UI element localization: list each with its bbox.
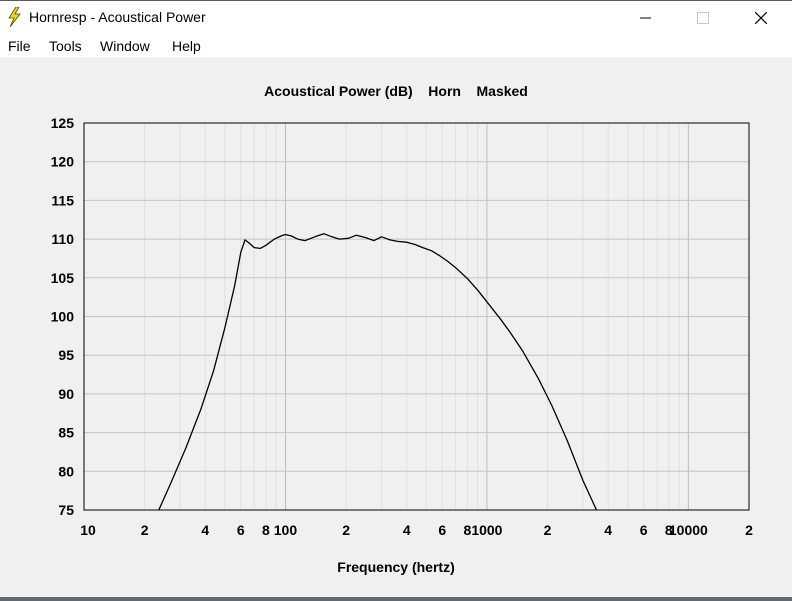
power-series-line: [158, 233, 598, 511]
maximize-icon: [697, 12, 709, 24]
x-axis-label: Frequency (hertz): [337, 559, 454, 575]
x-tick-label: 6: [438, 522, 446, 538]
chart-client-area: [0, 57, 792, 597]
y-tick-label: 125: [51, 115, 75, 131]
menu-help[interactable]: Help: [172, 38, 201, 54]
x-tick-label: 10: [80, 522, 96, 538]
horizontal-gridlines: [84, 161, 749, 472]
y-tick-label: 100: [51, 309, 75, 325]
close-icon: [755, 12, 767, 24]
plot-frame: [83, 122, 750, 511]
x-tick-label: 8: [262, 522, 270, 538]
window-bottom-border: [0, 597, 792, 601]
y-tick-label: 115: [51, 192, 74, 208]
y-tick-label: 75: [58, 502, 74, 518]
minimize-icon: [640, 17, 651, 19]
close-button[interactable]: [738, 1, 784, 34]
title-bar: Hornresp - Acoustical Power: [0, 0, 792, 34]
x-tick-label: 4: [201, 522, 209, 538]
x-tick-label: 2: [544, 522, 552, 538]
x-tick-label: 4: [403, 522, 411, 538]
y-tick-label: 90: [58, 386, 74, 402]
minimize-button[interactable]: [623, 1, 669, 34]
x-tick-label: 1000: [471, 522, 502, 538]
y-tick-label: 85: [58, 425, 74, 441]
menu-tools[interactable]: Tools: [49, 38, 82, 54]
y-tick-label: 105: [51, 270, 75, 286]
lightning-bolt-icon: [8, 7, 21, 27]
x-tick-label: 2: [745, 522, 753, 538]
y-tick-label: 95: [58, 347, 74, 363]
x-tick-label: 100: [274, 522, 298, 538]
chart-title: Acoustical Power (dB) Horn Masked: [264, 83, 528, 99]
x-tick-label: 2: [342, 522, 350, 538]
x-tick-label: 4: [604, 522, 612, 538]
y-tick-label: 80: [58, 463, 74, 479]
x-tick-label: 8: [665, 522, 673, 538]
y-tick-label: 120: [51, 154, 75, 170]
menu-file[interactable]: File: [8, 38, 31, 54]
acoustical-power-chart: Acoustical Power (dB) Horn Masked 75 80 85…: [51, 83, 753, 575]
y-tick-label: 110: [51, 231, 74, 247]
x-tick-label: 6: [640, 522, 648, 538]
maximize-button[interactable]: [680, 1, 726, 34]
x-tick-label: 8: [463, 522, 471, 538]
y-tick-labels: 75 80 85 90 95 100 105 110 115 120 125: [51, 115, 75, 518]
x-tick-label: 2: [141, 522, 149, 538]
menu-bar: File Tools Window Help: [0, 34, 792, 57]
x-tick-label: 10000: [669, 522, 708, 538]
x-tick-label: 6: [237, 522, 245, 538]
menu-window[interactable]: Window: [100, 38, 150, 54]
window-title: Hornresp - Acoustical Power: [29, 9, 206, 25]
